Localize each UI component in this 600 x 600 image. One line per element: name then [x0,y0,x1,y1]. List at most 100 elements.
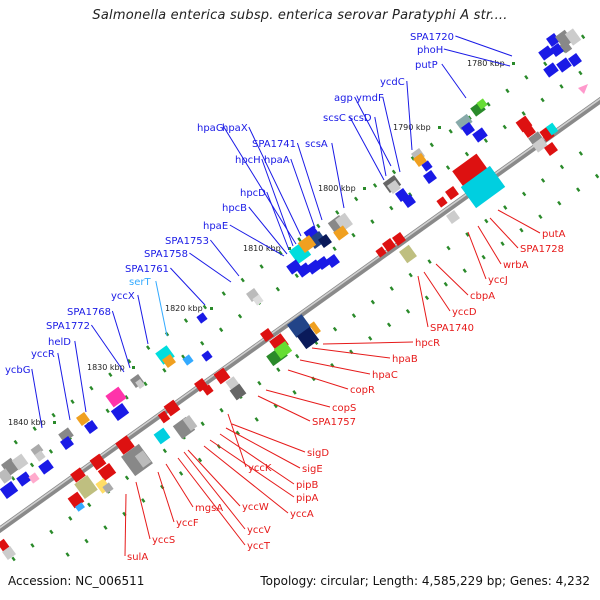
gene-block [75,502,85,512]
tick-dot [276,367,281,373]
tick-dot [294,273,299,279]
kbp-tick-label: 1830 kbp [87,363,125,372]
tick-dot [202,304,208,310]
tick-dot [389,205,394,211]
leader-line [248,206,288,255]
tick-dot [141,498,146,503]
tick-dot [370,219,375,224]
leader-line [257,395,311,422]
gene-label: sigD [307,448,329,459]
tick-dot [465,232,470,237]
gene-label: scsC [323,113,346,124]
gene-label: hpaX [222,123,248,134]
leader-line [489,217,519,249]
tick-dot [197,457,203,463]
gene-block [375,246,387,258]
leader-line [177,457,246,546]
gene-block [115,435,135,455]
leader-line [210,239,240,277]
gene-block [550,43,564,57]
leader-line [265,389,331,408]
gene-label: hpaA [264,155,290,166]
kbp-tick-mark [288,247,291,250]
tick-dot [297,237,302,242]
tick-dot [368,335,373,341]
leader-line [124,493,127,557]
gene-block [392,232,406,246]
leader-line [417,275,429,328]
leader-line [477,225,502,265]
tick-dot [275,286,280,292]
gene-block [11,453,29,471]
kbp-tick-label: 1800 kbp [318,184,356,193]
gene-label: SPA1741 [252,139,296,150]
gene-block [16,471,32,487]
gene-label: ycbG [5,365,31,376]
tick-dot [354,196,359,202]
gene-block [182,414,198,432]
leader-line [137,294,149,345]
gene-block [402,194,416,208]
leader-line [227,413,247,468]
gene-block [102,482,114,494]
gene-labels: SPA1720phoHputPycdCymdFagpscsDscsChpaGhp… [5,32,566,563]
tick-dot [105,408,110,414]
gene-block [476,98,488,110]
tick-dot [162,367,167,373]
tick-dot [424,295,430,301]
gene-block [105,386,127,408]
gene-block [335,212,353,232]
gene-label: yccV [247,525,271,536]
gene-block [538,45,554,61]
tick-dot [49,529,54,535]
gene-label: helD [48,337,71,348]
gene-block [461,122,475,136]
tick-dot [484,218,489,224]
leader-line [423,271,451,312]
gene-block [532,137,548,153]
tick-dot [124,395,129,400]
gene-block [97,463,117,481]
gene-label: hpaG [197,123,224,134]
tick-dot [580,34,586,40]
gene-label: sigE [302,464,323,475]
kbp-tick-label: 1790 kbp [393,123,431,132]
gene-label: hpaB [392,354,418,365]
leader-line [203,445,289,514]
gene-block [472,127,488,143]
leader-line [248,126,302,237]
gene-label: SPA1772 [46,321,90,332]
gene-label: yccK [248,463,272,474]
leader-line [74,340,87,413]
tick-dot [51,412,56,418]
leader-line [155,280,168,337]
gene-label: yccR [31,349,55,360]
tick-dot [124,475,130,481]
tick-dot [502,124,507,130]
gene-block [564,28,582,46]
gene-block [568,53,582,67]
gene-block [436,196,448,208]
gene-block [316,256,330,270]
tick-dot [162,448,167,454]
genome-stats-label: Topology: circular; Length: 4,585,229 bp… [260,574,590,588]
gene-block [452,153,492,193]
gene-block [38,459,54,475]
tick-dot [32,426,37,432]
gene-block [543,62,559,78]
tick-dot [351,232,356,238]
tick-dot [65,552,70,557]
tick-dot [332,246,337,251]
leader-line [261,158,294,247]
gene-block [153,427,171,445]
tick-dot [538,214,543,219]
kbp-tick-mark [210,307,213,310]
gene-label: copS [332,403,356,414]
tick-dot [540,178,546,183]
tick-dot [273,403,278,409]
tick-dot [89,385,94,391]
tick-dot [259,264,264,269]
gene-label: hpcD [240,188,266,199]
leader-line [187,449,241,507]
gene-block [399,244,417,264]
